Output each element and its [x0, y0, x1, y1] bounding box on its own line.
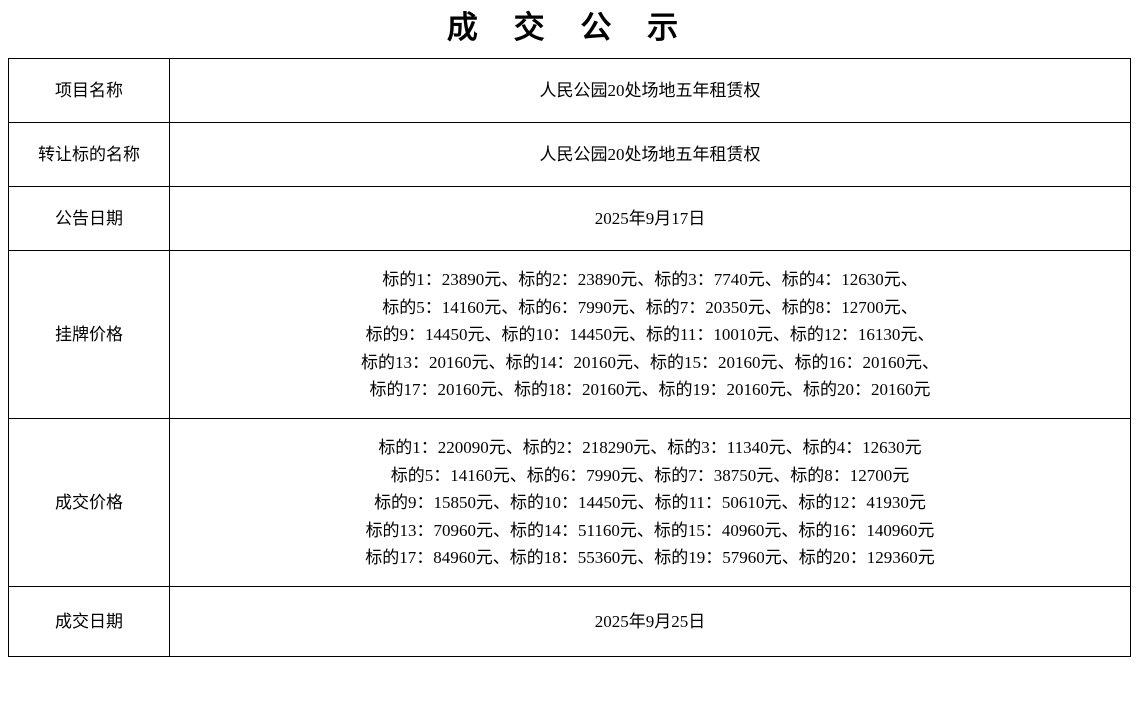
transaction-price-line: 标的5：14160元、标的6：7990元、标的7：38750元、标的8：1270…: [170, 462, 1130, 490]
listing-price-line: 标的1：23890元、标的2：23890元、标的3：7740元、标的4：1263…: [170, 266, 1130, 294]
page-title: 成 交 公 示: [0, 0, 1139, 58]
notice-page: 成 交 公 示 项目名称 人民公园20处场地五年租赁权 转让标的名称 人民公园2…: [0, 0, 1139, 708]
transaction-price-line: 标的13：70960元、标的14：51160元、标的15：40960元、标的16…: [170, 517, 1130, 545]
transaction-price-line: 标的1：220090元、标的2：218290元、标的3：11340元、标的4：1…: [170, 434, 1130, 462]
row-value-transaction-date: 2025年9月25日: [170, 587, 1131, 657]
row-label-project-name: 项目名称: [9, 59, 170, 123]
listing-price-lines: 标的1：23890元、标的2：23890元、标的3：7740元、标的4：1263…: [170, 266, 1130, 404]
table-row: 公告日期 2025年9月17日: [9, 187, 1131, 251]
table-row: 转让标的名称 人民公园20处场地五年租赁权: [9, 123, 1131, 187]
table-row: 成交价格 标的1：220090元、标的2：218290元、标的3：11340元、…: [9, 419, 1131, 587]
row-value-project-name: 人民公园20处场地五年租赁权: [170, 59, 1131, 123]
row-label-transaction-price: 成交价格: [9, 419, 170, 587]
listing-price-line: 标的13：20160元、标的14：20160元、标的15：20160元、标的16…: [170, 349, 1130, 377]
table-row: 项目名称 人民公园20处场地五年租赁权: [9, 59, 1131, 123]
row-label-announcement-date: 公告日期: [9, 187, 170, 251]
row-value-transaction-price: 标的1：220090元、标的2：218290元、标的3：11340元、标的4：1…: [170, 419, 1131, 587]
table-row: 挂牌价格 标的1：23890元、标的2：23890元、标的3：7740元、标的4…: [9, 251, 1131, 419]
row-label-listing-price: 挂牌价格: [9, 251, 170, 419]
listing-price-line: 标的5：14160元、标的6：7990元、标的7：20350元、标的8：1270…: [170, 294, 1130, 322]
listing-price-line: 标的9：14450元、标的10：14450元、标的11：10010元、标的12：…: [170, 321, 1130, 349]
row-value-listing-price: 标的1：23890元、标的2：23890元、标的3：7740元、标的4：1263…: [170, 251, 1131, 419]
listing-price-line: 标的17：20160元、标的18：20160元、标的19：20160元、标的20…: [170, 376, 1130, 404]
row-label-transaction-date: 成交日期: [9, 587, 170, 657]
row-value-transfer-target-name: 人民公园20处场地五年租赁权: [170, 123, 1131, 187]
row-value-announcement-date: 2025年9月17日: [170, 187, 1131, 251]
notice-table: 项目名称 人民公园20处场地五年租赁权 转让标的名称 人民公园20处场地五年租赁…: [8, 58, 1131, 657]
transaction-price-lines: 标的1：220090元、标的2：218290元、标的3：11340元、标的4：1…: [170, 434, 1130, 572]
transaction-price-line: 标的9：15850元、标的10：14450元、标的11：50610元、标的12：…: [170, 489, 1130, 517]
transaction-price-line: 标的17：84960元、标的18：55360元、标的19：57960元、标的20…: [170, 544, 1130, 572]
table-row: 成交日期 2025年9月25日: [9, 587, 1131, 657]
row-label-transfer-target-name: 转让标的名称: [9, 123, 170, 187]
